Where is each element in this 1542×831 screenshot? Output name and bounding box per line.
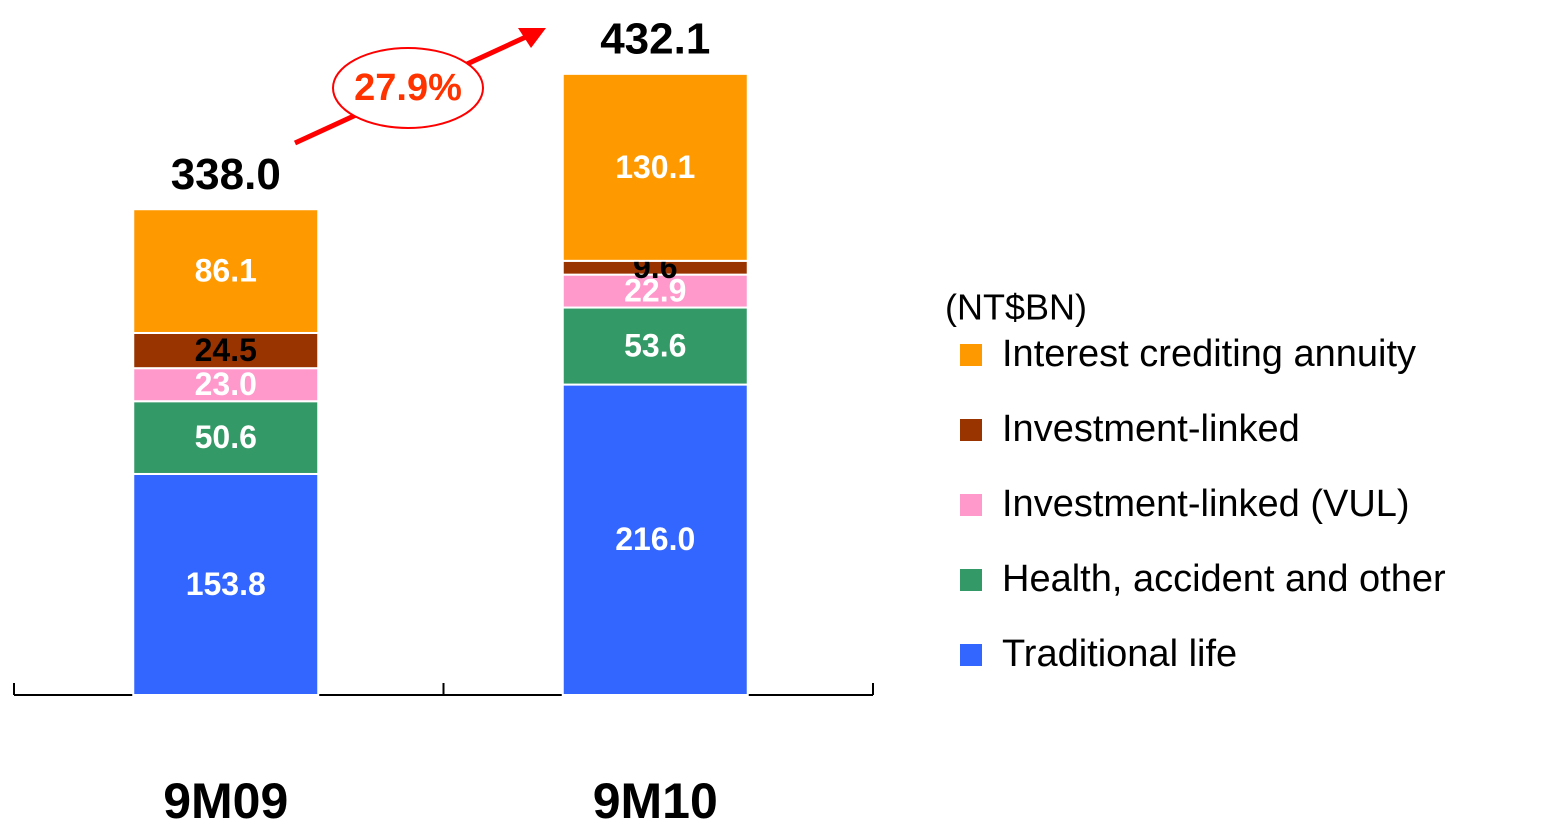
bar-segment (561, 383, 749, 696)
arrow-head (518, 28, 546, 48)
bar-segment (132, 472, 320, 696)
legend-swatch (960, 494, 982, 516)
data-label: 22.9 (624, 273, 686, 309)
legend-label: Investment-linked (VUL) (1002, 483, 1410, 525)
legend-label: Investment-linked (1002, 408, 1300, 450)
x-tick-label: 9M09 (163, 773, 288, 829)
data-label: 24.5 (195, 332, 257, 368)
data-label: 86.1 (195, 253, 257, 289)
unit-label: (NT$BN) (945, 287, 1087, 328)
data-label: 23.0 (195, 366, 257, 402)
total-label: 432.1 (600, 15, 710, 64)
legend-label: Interest crediting annuity (1002, 333, 1416, 375)
annotation: 27.9% (354, 67, 462, 109)
legend-swatch (960, 569, 982, 591)
legend-label: Traditional life (1002, 633, 1237, 675)
data-label: 153.8 (186, 566, 266, 602)
data-label: 130.1 (615, 149, 695, 185)
bar-segment (561, 273, 749, 309)
legend-label: Health, accident and other (1002, 558, 1446, 600)
data-label: 50.6 (195, 419, 257, 455)
annotation-ellipse (332, 47, 484, 129)
total-label: 338.0 (171, 150, 281, 199)
legend-swatch (960, 344, 982, 366)
legend-swatch (960, 419, 982, 441)
data-label: 53.6 (624, 328, 686, 364)
bar-segment (132, 331, 320, 370)
bar-segment (132, 400, 320, 475)
x-tick-label: 9M10 (593, 773, 718, 829)
bar-segment (132, 208, 320, 334)
legend-swatch (960, 644, 982, 666)
data-label: 216.0 (615, 521, 695, 557)
bar-segment (561, 72, 749, 262)
